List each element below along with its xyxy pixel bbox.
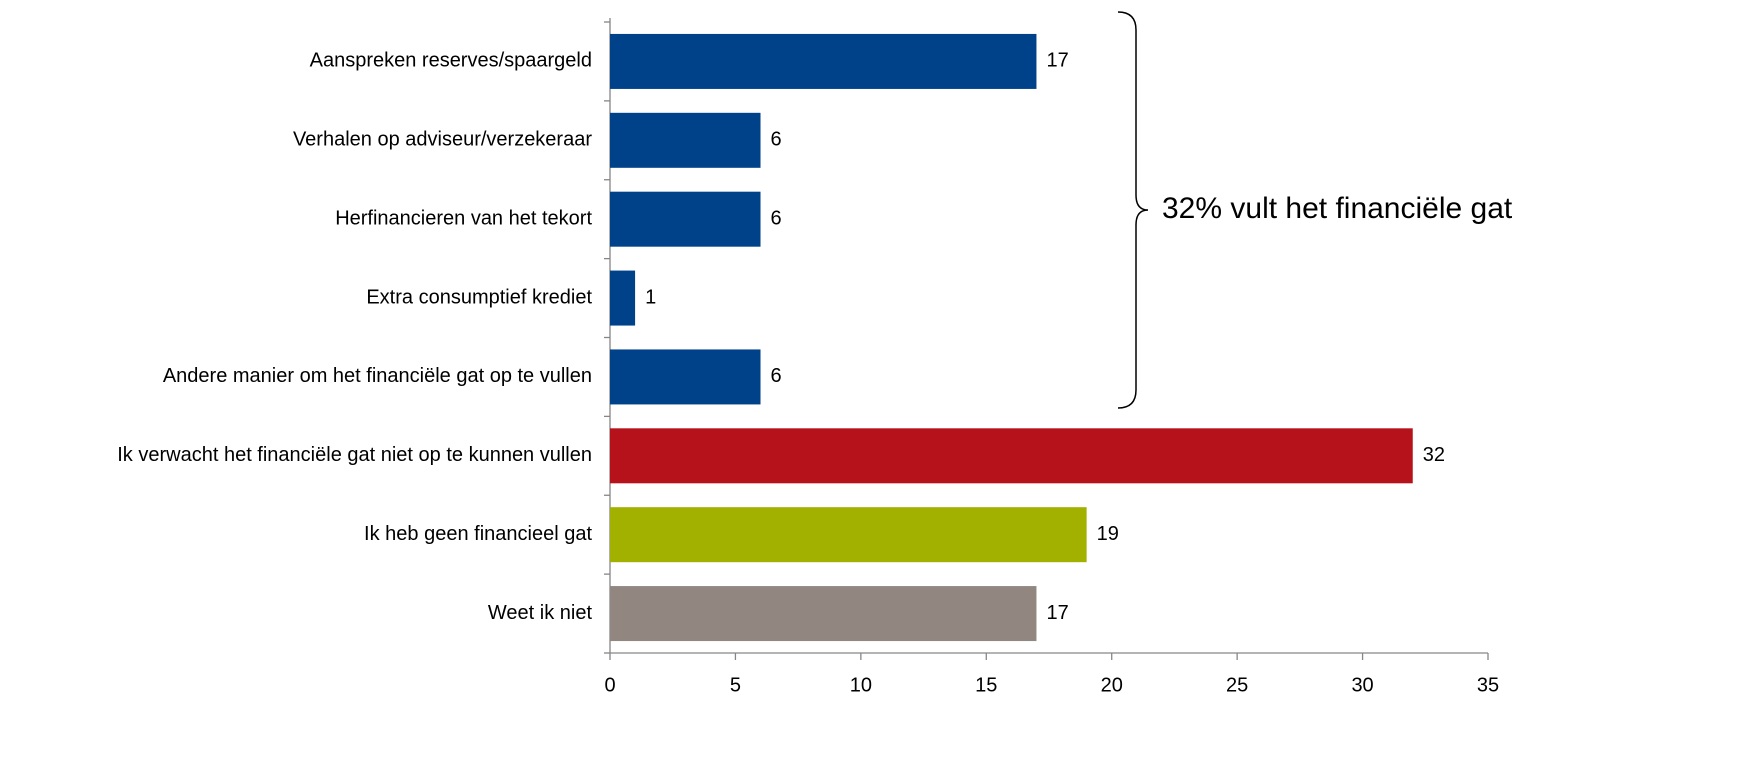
y-tick-label: Aanspreken reserves/spaargeld: [310, 50, 592, 72]
data-label: 6: [771, 365, 782, 387]
y-tick-label: Weet ik niet: [488, 602, 593, 624]
data-label: 19: [1097, 523, 1119, 545]
bar: [610, 349, 761, 405]
bar: [610, 270, 636, 326]
data-label: 1: [645, 286, 656, 308]
bar: [610, 428, 1413, 484]
y-tick-label: Extra consumptief krediet: [366, 286, 592, 308]
bar: [610, 112, 761, 168]
bar: [610, 586, 1037, 642]
y-tick-label: Verhalen op adviseur/verzekeraar: [293, 129, 592, 151]
y-tick-label: Ik verwacht het financiële gat niet op t…: [117, 444, 592, 466]
y-tick-label: Andere manier om het financiële gat op t…: [163, 365, 592, 387]
x-tick-label: 30: [1351, 674, 1373, 696]
y-tick-label: Herfinancieren van het tekort: [335, 207, 592, 229]
x-tick-label: 20: [1101, 674, 1123, 696]
x-tick-label: 25: [1226, 674, 1248, 696]
annotation: 32% vult het financiële gat: [1162, 192, 1513, 225]
data-label: 32: [1423, 444, 1445, 466]
bar: [610, 33, 1037, 89]
brace: [1117, 11, 1149, 409]
data-label: 6: [771, 207, 782, 229]
y-tick-label: Ik heb geen financieel gat: [364, 523, 592, 545]
data-label: 17: [1046, 50, 1068, 72]
x-tick-label: 10: [850, 674, 872, 696]
data-label: 17: [1046, 602, 1068, 624]
x-tick-label: 15: [975, 674, 997, 696]
x-tick-label: 35: [1477, 674, 1499, 696]
data-label: 6: [771, 129, 782, 151]
bar: [610, 507, 1087, 563]
x-tick-label: 5: [730, 674, 741, 696]
bar: [610, 191, 761, 247]
x-tick-label: 0: [604, 674, 615, 696]
